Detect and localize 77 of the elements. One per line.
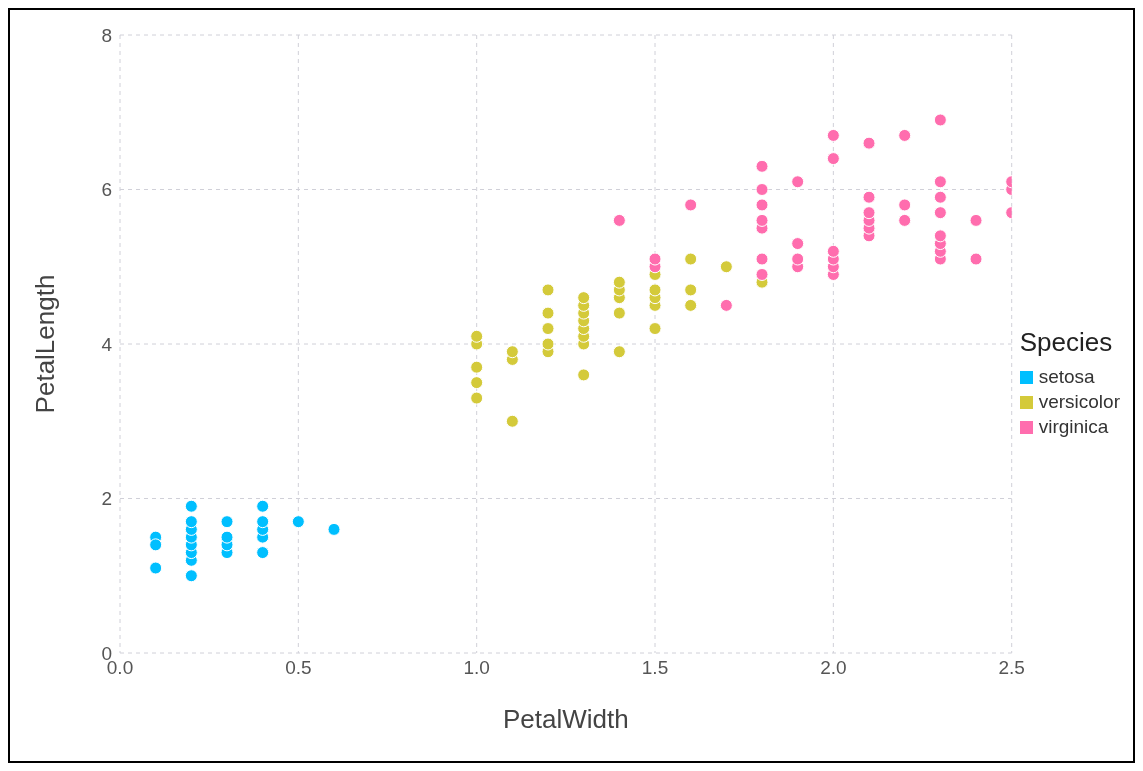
point bbox=[969, 252, 983, 266]
point bbox=[755, 198, 769, 212]
point bbox=[755, 252, 769, 266]
point bbox=[612, 306, 626, 320]
point bbox=[291, 515, 305, 529]
point bbox=[541, 337, 555, 351]
legend-label: virginica bbox=[1037, 416, 1110, 438]
x-tick-label: 1.5 bbox=[641, 657, 669, 679]
x-tick-label: 1.0 bbox=[463, 657, 490, 679]
point bbox=[933, 190, 947, 204]
point bbox=[791, 237, 805, 251]
x-tick-label: 0.5 bbox=[285, 657, 312, 679]
point bbox=[862, 190, 876, 204]
point bbox=[184, 569, 198, 583]
point bbox=[898, 198, 912, 212]
point bbox=[541, 283, 555, 297]
point bbox=[933, 206, 947, 220]
point bbox=[577, 368, 591, 382]
point bbox=[256, 499, 270, 513]
point bbox=[648, 252, 662, 266]
point bbox=[149, 561, 163, 575]
point bbox=[470, 360, 484, 374]
point bbox=[719, 260, 733, 274]
point bbox=[862, 206, 876, 220]
y-tick-label: 2 bbox=[101, 488, 112, 510]
legend-label: setosa bbox=[1037, 366, 1096, 388]
point bbox=[256, 546, 270, 560]
point bbox=[755, 213, 769, 227]
point bbox=[791, 175, 805, 189]
point bbox=[612, 345, 626, 359]
x-tick-label: 2.0 bbox=[820, 657, 847, 679]
point bbox=[541, 322, 555, 336]
point bbox=[684, 283, 698, 297]
x-tick-label: 2.5 bbox=[998, 657, 1025, 679]
point bbox=[898, 128, 912, 142]
point bbox=[541, 306, 555, 320]
point bbox=[755, 183, 769, 196]
point bbox=[862, 136, 876, 150]
x-axis-title: PetalWidth bbox=[502, 704, 629, 734]
point bbox=[470, 329, 484, 343]
point bbox=[933, 229, 947, 243]
point bbox=[256, 515, 270, 529]
y-tick-label: 6 bbox=[101, 179, 112, 201]
point bbox=[220, 515, 234, 529]
legend-label: versicolor bbox=[1037, 391, 1120, 413]
y-axis-title: PetalLength bbox=[30, 274, 61, 414]
point bbox=[470, 376, 484, 390]
point bbox=[684, 252, 698, 266]
y-tick-label: 8 bbox=[101, 24, 112, 46]
point bbox=[933, 175, 947, 189]
point bbox=[933, 113, 947, 127]
point bbox=[755, 267, 769, 281]
point bbox=[470, 391, 484, 405]
point bbox=[505, 414, 519, 428]
point bbox=[612, 213, 626, 227]
point bbox=[684, 198, 698, 212]
point bbox=[648, 283, 662, 297]
point bbox=[184, 499, 198, 513]
point bbox=[648, 322, 662, 336]
point bbox=[149, 538, 163, 552]
point bbox=[612, 275, 626, 289]
point bbox=[184, 515, 198, 529]
legend-title: Species bbox=[1019, 327, 1114, 358]
point bbox=[969, 213, 983, 227]
point bbox=[898, 213, 912, 227]
point bbox=[826, 128, 840, 142]
point bbox=[826, 152, 840, 166]
point bbox=[684, 298, 698, 312]
point bbox=[826, 244, 840, 258]
y-tick-label: 4 bbox=[101, 333, 113, 355]
point bbox=[505, 345, 519, 359]
point bbox=[577, 291, 591, 305]
point bbox=[755, 159, 769, 173]
point bbox=[719, 298, 733, 312]
point bbox=[220, 530, 234, 544]
point bbox=[327, 522, 341, 536]
point bbox=[791, 252, 805, 266]
